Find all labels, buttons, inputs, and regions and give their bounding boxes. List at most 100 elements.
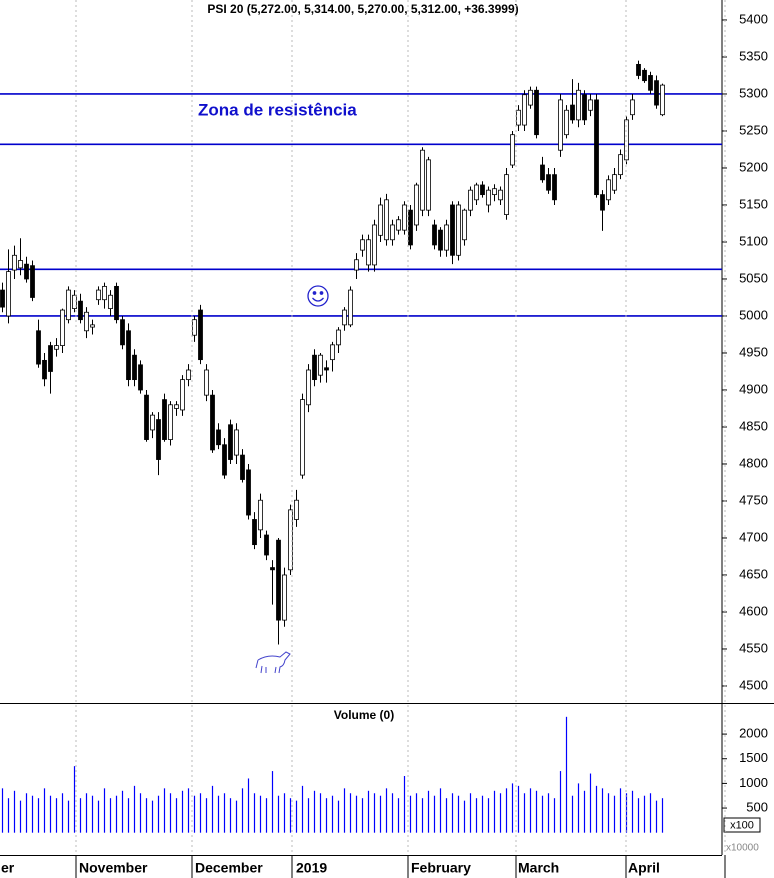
candle-body — [306, 369, 311, 406]
candle-body — [132, 354, 137, 381]
candle-body — [144, 394, 149, 440]
candle-body — [588, 99, 593, 111]
candle-body — [486, 189, 491, 206]
candle-body — [516, 109, 521, 126]
candle-body — [414, 184, 419, 226]
candle-body — [642, 69, 647, 82]
candle-body — [78, 300, 83, 321]
candle-body — [6, 271, 11, 317]
candle-body — [180, 379, 185, 411]
candle-body — [216, 429, 221, 446]
y-tick-label: 5050 — [739, 270, 768, 285]
candle-body — [546, 174, 551, 191]
candle-body — [384, 199, 389, 241]
candle-body — [126, 330, 131, 381]
candle-body — [270, 567, 275, 571]
candle-body — [36, 330, 41, 365]
candle-body — [660, 84, 665, 116]
y-tick-label: 4700 — [739, 529, 768, 544]
candle-body — [576, 89, 581, 121]
candle-body — [390, 224, 395, 241]
candle-body — [636, 63, 641, 76]
x-tick-label: November — [79, 860, 148, 876]
candle-body — [462, 209, 467, 241]
candle-body — [300, 399, 305, 476]
candle-body — [186, 369, 191, 381]
candle-body — [630, 99, 635, 116]
candle-body — [24, 263, 29, 280]
candle-body — [522, 94, 527, 126]
candle-body — [540, 164, 545, 181]
candle-body — [456, 204, 461, 256]
candle-body — [294, 499, 299, 520]
candle-body — [570, 104, 575, 121]
candle-body — [12, 254, 17, 271]
candle-body — [378, 204, 383, 236]
candle-body — [0, 289, 5, 308]
candle-body — [426, 159, 431, 211]
candle-body — [102, 285, 107, 301]
candle-body — [42, 359, 47, 380]
y-tick-label: 5150 — [739, 196, 768, 211]
candle-body — [624, 119, 629, 161]
candle-body — [600, 194, 605, 211]
y-tick-label: 5400 — [739, 11, 768, 26]
annotation: Zona de resistência — [198, 100, 357, 119]
candle-body — [192, 319, 197, 336]
candle-body — [210, 394, 215, 451]
candle-body — [354, 259, 359, 271]
candle-body — [114, 285, 119, 321]
y-tick-label: 4900 — [739, 381, 768, 396]
chart-title: PSI 20 (5,272.00, 5,314.00, 5,270.00, 5,… — [207, 2, 518, 16]
candle-body — [558, 99, 563, 151]
y-tick-label: 5200 — [739, 159, 768, 174]
y-tick-label: 4500 — [739, 677, 768, 692]
candle-body — [156, 419, 161, 460]
candle-body — [606, 179, 611, 201]
unit-label: x100 — [730, 819, 754, 831]
candle-body — [48, 345, 53, 372]
y-tick-label: 4600 — [739, 603, 768, 618]
y-tick-label: 4550 — [739, 640, 768, 655]
candle-body — [552, 174, 557, 201]
candle-body — [360, 239, 365, 251]
candle-body — [66, 289, 71, 321]
candle-body — [612, 174, 617, 191]
y-tick-label: 5000 — [739, 307, 768, 322]
candle-body — [396, 219, 401, 231]
candle-body — [348, 289, 353, 326]
candle-body — [444, 224, 449, 251]
y-tick-label: 1500 — [739, 750, 768, 765]
candle-body — [282, 574, 287, 621]
candle-body — [492, 188, 497, 196]
candle-body — [402, 204, 407, 231]
candle-body — [228, 424, 233, 460]
candle-body — [168, 404, 173, 440]
candle-body — [498, 189, 503, 201]
candle-body — [420, 149, 425, 211]
candle-body — [564, 109, 569, 136]
unit-box — [723, 817, 761, 833]
y-tick-label: 5100 — [739, 233, 768, 248]
candle-body — [246, 469, 251, 516]
candle-body — [480, 184, 485, 196]
y-tick-label: 5300 — [739, 85, 768, 100]
candle-body — [60, 309, 65, 346]
candle-body — [120, 319, 125, 346]
candle-body — [108, 294, 113, 309]
candle-body — [198, 309, 203, 361]
candle-body — [276, 539, 281, 621]
candle-body — [138, 364, 143, 391]
x-tick-label: er — [1, 860, 15, 876]
y-tick-label: 5350 — [739, 48, 768, 63]
candle-body — [288, 509, 293, 571]
candle-body — [234, 429, 239, 456]
candle-body — [18, 260, 23, 269]
candle-body — [648, 75, 653, 91]
y-tick-label: 4800 — [739, 455, 768, 470]
candle-body — [408, 209, 413, 246]
candle-body — [84, 311, 89, 332]
smiley-icon — [307, 285, 329, 307]
